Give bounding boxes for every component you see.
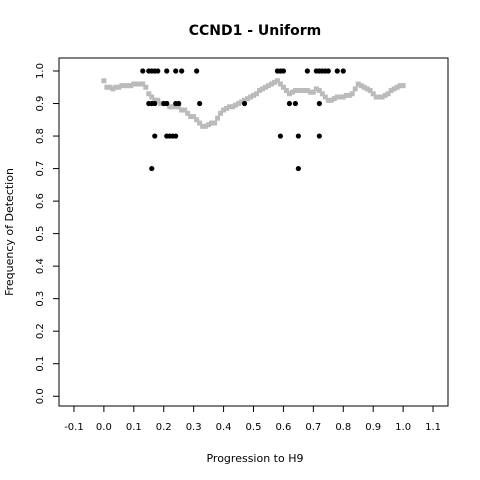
x-tick-label: 0.8 xyxy=(335,422,351,433)
data-point xyxy=(164,68,169,73)
y-tick-label: 0.3 xyxy=(35,291,46,307)
data-point xyxy=(401,83,406,88)
data-point xyxy=(152,133,157,138)
y-tick-label: 0.2 xyxy=(35,323,46,339)
data-point xyxy=(179,68,184,73)
data-point xyxy=(350,91,355,96)
data-point xyxy=(143,85,148,90)
x-tick-label: 0.2 xyxy=(156,422,172,433)
data-point xyxy=(173,133,178,138)
y-tick-label: 0.4 xyxy=(35,258,46,274)
data-point xyxy=(296,166,301,171)
x-axis: -0.1 0.0 0.1 0.2 0.3 0.4 0.5 0.6 0.7 0.8 0.9 1.0 1.1 xyxy=(64,406,441,433)
data-point xyxy=(296,133,301,138)
data-point xyxy=(293,101,298,106)
series-1 xyxy=(140,68,346,171)
y-tick-label: 0.0 xyxy=(35,388,46,404)
data-point xyxy=(335,68,340,73)
x-tick-label: 0.1 xyxy=(126,422,142,433)
x-tick-label: 1.0 xyxy=(395,422,411,433)
data-point xyxy=(305,68,310,73)
y-tick-label: 0.5 xyxy=(35,226,46,242)
data-point xyxy=(326,68,331,73)
data-point xyxy=(341,68,346,73)
data-point xyxy=(212,121,217,126)
x-tick-label: 1.1 xyxy=(425,422,441,433)
data-point xyxy=(140,68,145,73)
data-point xyxy=(155,68,160,73)
y-tick-label: 0.6 xyxy=(35,193,46,209)
data-point xyxy=(287,101,292,106)
x-tick-label: 0.7 xyxy=(305,422,321,433)
y-axis: 0.0 0.1 0.2 0.3 0.4 0.5 0.6 0.7 0.8 0.9 1.0 xyxy=(35,63,59,404)
data-point xyxy=(164,101,169,106)
x-tick-label: 0.0 xyxy=(96,422,112,433)
data-point xyxy=(317,101,322,106)
data-point xyxy=(173,68,178,73)
data-point xyxy=(281,68,286,73)
chart-title: CCND1 - Uniform xyxy=(189,23,322,39)
data-point xyxy=(176,101,181,106)
data-point xyxy=(215,116,220,121)
y-tick-label: 0.7 xyxy=(35,161,46,177)
data-point xyxy=(101,78,106,83)
data-point xyxy=(278,133,283,138)
x-tick-label: 0.3 xyxy=(186,422,202,433)
data-point xyxy=(152,101,157,106)
x-tick-label: -0.1 xyxy=(64,422,84,433)
series-layer xyxy=(101,68,405,171)
data-point xyxy=(197,101,202,106)
data-point xyxy=(353,86,358,91)
x-tick-label: 0.4 xyxy=(216,422,232,433)
data-point xyxy=(194,68,199,73)
x-tick-label: 0.5 xyxy=(246,422,262,433)
x-tick-label: 0.9 xyxy=(365,422,381,433)
x-axis-label: Progression to H9 xyxy=(206,452,303,465)
y-tick-label: 0.8 xyxy=(35,128,46,144)
data-point xyxy=(149,166,154,171)
x-tick-label: 0.6 xyxy=(275,422,291,433)
y-tick-label: 1.0 xyxy=(35,63,46,79)
data-point xyxy=(317,133,322,138)
plot-area xyxy=(59,58,448,406)
data-point xyxy=(242,101,247,106)
y-tick-label: 0.9 xyxy=(35,96,46,112)
y-tick-label: 0.1 xyxy=(35,356,46,372)
y-axis-label: Frequency of Detection xyxy=(3,168,16,296)
